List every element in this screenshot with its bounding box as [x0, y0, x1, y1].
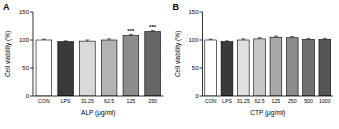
- y-tick: [30, 68, 33, 69]
- bar: [319, 39, 331, 96]
- y-tick-label: 50: [192, 65, 199, 71]
- x-tick-label: 62.5: [104, 98, 114, 104]
- error-bar: [151, 30, 155, 31]
- bar: [145, 32, 161, 96]
- panel-letter: B: [173, 2, 180, 12]
- y-axis-label: Cell viability (%): [174, 31, 182, 77]
- significance: ***: [127, 28, 135, 34]
- x-tick-label: 62.5: [255, 98, 265, 104]
- error-bar: [129, 34, 133, 35]
- error-bar: [225, 40, 229, 42]
- y-tick-label: 150: [19, 9, 30, 15]
- bar: [254, 39, 266, 96]
- x-axis: [203, 96, 334, 97]
- x-tick-label: 500: [304, 98, 313, 104]
- y-tick: [200, 40, 203, 41]
- error-bar: [209, 39, 213, 41]
- x-axis-label: CTP (μg/ml): [250, 109, 285, 117]
- y-tick: [200, 68, 203, 69]
- significance: ***: [149, 24, 157, 30]
- error-bar: [241, 39, 245, 40]
- x-tick-label: 250: [288, 98, 297, 104]
- x-tick-label: LPS: [222, 98, 232, 104]
- bar: [205, 40, 217, 96]
- error-bar: [42, 39, 46, 41]
- error-bar: [307, 38, 311, 39]
- y-axis-label: Cell viability (%): [4, 31, 12, 77]
- y-tick-label: 0: [26, 93, 30, 99]
- y-tick-label: 100: [19, 37, 30, 43]
- figure: A Cell viability (%) ALP (μg/ml) 0 50 100 150 C…: [0, 0, 339, 129]
- y-tick-label: 0: [195, 93, 199, 99]
- error-bar: [290, 37, 294, 38]
- error-bar: [274, 36, 278, 37]
- y-tick-label: 100: [188, 37, 199, 43]
- error-bar: [323, 38, 327, 39]
- x-tick-label: 125: [272, 98, 281, 104]
- x-tick-label: CON: [205, 98, 217, 104]
- x-tick-label: 250: [148, 98, 157, 104]
- x-axis: [33, 96, 164, 97]
- error-bar: [258, 38, 262, 39]
- y-axis: [202, 12, 203, 96]
- y-tick: [30, 96, 33, 97]
- x-tick-label: CON: [38, 98, 50, 104]
- x-tick-label: LPS: [61, 98, 71, 104]
- x-axis-label: ALP (μg/ml): [81, 109, 115, 117]
- bar: [237, 40, 249, 96]
- y-tick-label: 50: [22, 65, 29, 71]
- y-tick: [30, 40, 33, 41]
- x-tick-label: 125: [127, 98, 136, 104]
- bar: [221, 42, 233, 96]
- y-tick: [200, 12, 203, 13]
- error-bar: [107, 39, 111, 40]
- bar: [286, 38, 298, 96]
- error-bar: [85, 40, 89, 41]
- bar: [101, 40, 117, 96]
- bar: [303, 39, 315, 96]
- bar: [270, 37, 282, 96]
- y-tick: [30, 12, 33, 13]
- x-tick-label: 31.25: [81, 98, 94, 104]
- y-tick-label: 150: [188, 9, 199, 15]
- x-tick-label: 1000: [319, 98, 331, 104]
- bars: [205, 36, 331, 96]
- y-tick: [200, 96, 203, 97]
- y-axis: [33, 12, 34, 96]
- panel-letter: A: [3, 2, 10, 12]
- bar: [123, 36, 139, 96]
- x-tick-label: 31.25: [237, 98, 250, 104]
- error-bar: [64, 40, 68, 42]
- bar: [36, 40, 52, 96]
- bars: [36, 30, 160, 96]
- bar: [80, 41, 96, 96]
- bar: [58, 42, 74, 96]
